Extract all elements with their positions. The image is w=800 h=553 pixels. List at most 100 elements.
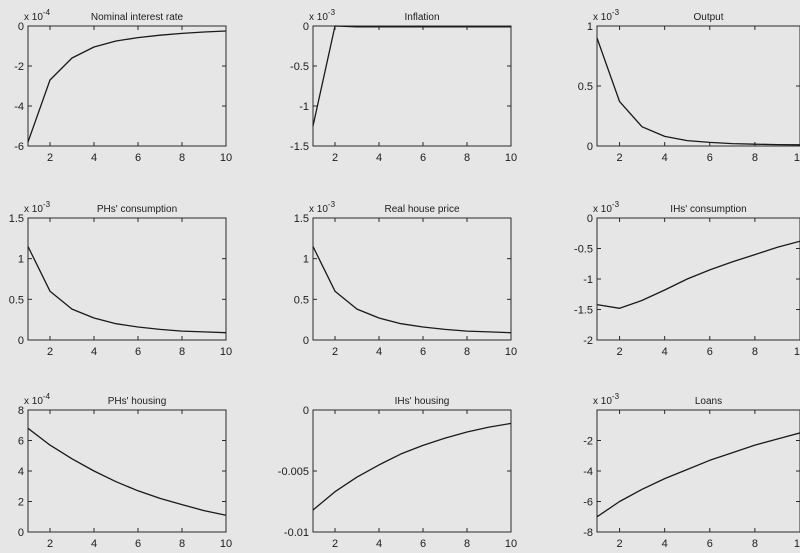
y-tick-label: -1 [299,101,309,113]
chart-panel-9: Loans x 10-3 -2 -4 -6 -8 2 4 6 8 10 [583,392,800,550]
y-tick-label: 4 [18,466,24,478]
x-tick-label: 2 [332,346,338,358]
y-multiplier-base: x 10 [593,12,612,23]
y-tick-label: 0.5 [9,294,24,306]
y-multiplier-label: x 10-3 [24,200,51,215]
y-tick-label: 0 [18,527,24,539]
series-line [27,30,227,143]
x-tick-label: 10 [794,152,800,164]
y-tick-label: -2 [583,436,593,448]
y-multiplier-label: x 10-4 [24,392,51,407]
x-tick-label: 10 [505,346,517,358]
x-tick-label: 8 [179,538,185,550]
y-tick-label: -0.5 [574,244,593,256]
x-tick-label: 8 [752,152,758,164]
y-tick-label: 0 [587,213,593,225]
x-tick-label: 10 [220,152,232,164]
y-multiplier-exponent: -3 [328,200,336,209]
y-multiplier-exponent: -3 [43,200,51,209]
chart-title: PHs' consumption [97,204,177,215]
x-tick-label: 8 [752,538,758,550]
y-multiplier-exponent: -4 [43,8,51,17]
x-tick-label: 4 [91,538,97,550]
x-tick-label: 2 [47,346,53,358]
y-tick-label: 8 [18,405,24,417]
x-tick-label: 10 [505,538,517,550]
x-tick-label: 6 [707,152,713,164]
y-tick-label: -6 [583,497,593,509]
y-multiplier-label: x 10-3 [593,8,620,23]
x-tick-label: 4 [662,152,668,164]
y-tick-label: 0 [303,335,309,347]
x-tick-label: 2 [616,538,622,550]
y-tick-label: -1.5 [290,141,309,153]
x-tick-label: 10 [220,346,232,358]
plot-frame [27,25,227,147]
x-tick-label: 4 [376,346,382,358]
x-tick-label: 10 [794,538,800,550]
x-tick-label: 4 [91,346,97,358]
y-multiplier-base: x 10 [24,204,43,215]
x-tick-label: 2 [616,346,622,358]
x-tick-label: 8 [179,346,185,358]
plot-frame [596,409,800,533]
plot-frame [596,217,800,341]
y-tick-label: 0.5 [294,294,309,306]
y-tick-label: 6 [18,436,24,448]
x-tick-label: 2 [616,152,622,164]
x-tick-label: 6 [707,538,713,550]
x-tick-label: 10 [505,152,517,164]
x-tick-label: 6 [707,346,713,358]
x-tick-label: 10 [220,538,232,550]
y-tick-label: 0 [18,335,24,347]
y-multiplier-base: x 10 [593,396,612,407]
y-multiplier-base: x 10 [309,204,328,215]
plot-frame [27,217,227,341]
y-multiplier-label: x 10-3 [593,392,620,407]
chart-title: Nominal interest rate [91,12,184,23]
y-tick-label: 2 [18,497,24,509]
series-line [27,427,227,516]
chart-title: Inflation [404,12,439,23]
chart-title: Output [693,12,723,23]
series-line [596,37,800,146]
y-tick-label: -0.005 [278,466,309,478]
x-tick-label: 6 [135,152,141,164]
x-tick-label: 4 [662,346,668,358]
y-multiplier-exponent: -3 [612,8,620,17]
x-tick-label: 4 [662,538,668,550]
chart-title: Real house price [384,204,459,215]
x-tick-label: 6 [420,346,426,358]
y-tick-label: 1 [18,254,24,266]
y-tick-label: -8 [583,527,593,539]
y-multiplier-exponent: -3 [328,8,336,17]
y-tick-label: 1 [303,254,309,266]
chart-panel-8: IHs' housing 0 -0.005 -0.01 2 4 6 8 10 [278,396,517,550]
x-tick-label: 8 [179,152,185,164]
chart-title: PHs' housing [108,396,167,407]
chart-title: IHs' consumption [670,204,746,215]
x-tick-label: 6 [135,346,141,358]
x-tick-label: 8 [464,152,470,164]
y-tick-label: -0.5 [290,61,309,73]
y-tick-label: 1.5 [294,213,309,225]
x-tick-label: 2 [47,538,53,550]
y-tick-label: -2 [14,61,24,73]
y-tick-label: -1.5 [574,305,593,317]
y-tick-label: -1 [583,274,593,286]
x-tick-label: 4 [91,152,97,164]
y-tick-label: -6 [14,141,24,153]
y-multiplier-exponent: -3 [612,392,620,401]
series-line [312,25,511,127]
plot-frame [27,409,227,533]
x-tick-label: 2 [332,152,338,164]
x-tick-label: 4 [376,152,382,164]
plot-frame [596,25,800,147]
x-tick-label: 6 [135,538,141,550]
